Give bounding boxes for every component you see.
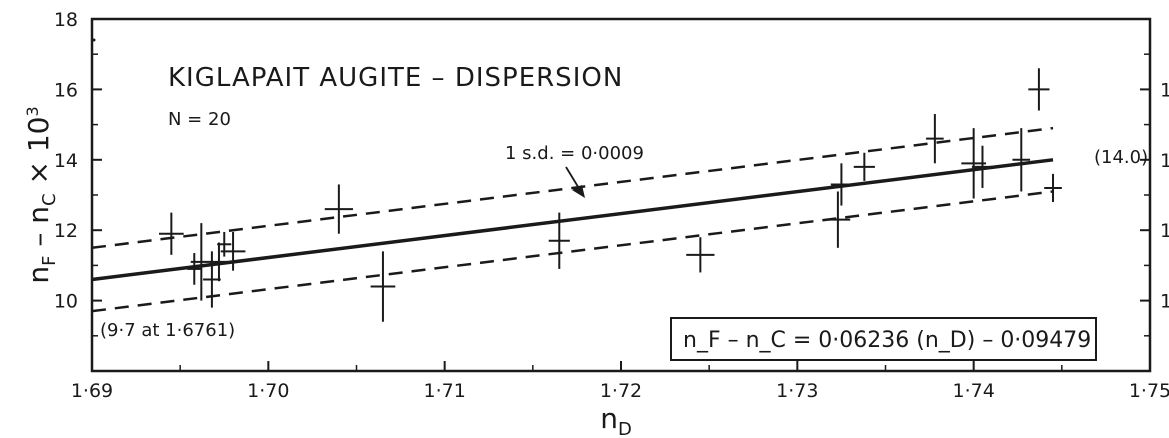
stray-dot [92,38,96,42]
data-point [926,114,944,164]
data-point [324,184,353,234]
data-point [190,223,212,301]
x-tick-label: 1·74 [953,380,995,402]
y-tick-label-right: 10 [1160,291,1169,313]
x-tick-label: 1·69 [71,380,113,402]
y-tick-label-left: 14 [54,150,78,172]
sd-arrow-head-icon [572,185,585,198]
y-tick-label-right: 12 [1160,220,1169,242]
data-point [825,191,851,248]
sd-arrow-line [565,166,581,191]
equation-box [670,317,1097,361]
data-points [159,68,1062,322]
x-tick-label: 1·71 [424,380,466,402]
y-tick-label-right: 16 [1160,79,1169,101]
y-tick-label-left: 12 [54,220,78,242]
y-axis-label: nF – nC × 103 [22,106,60,283]
data-point [203,251,221,308]
y-tick-label-left: 10 [54,291,78,313]
y-tick-label-right: 14 [1160,150,1169,172]
regression-end-label: (14.0) [1094,147,1148,168]
x-tick-label: 1·72 [600,380,642,402]
y-tick-label-left: 18 [54,9,78,31]
data-point [830,163,852,206]
data-point [217,231,232,257]
y-axis-ticks: 10 10 12 12 14 14 16 16 18 [54,9,1169,337]
data-point [220,231,246,271]
regression-line [91,158,1054,282]
data-point [853,152,875,181]
data-point [1028,68,1050,111]
x-tick-label: 1·75 [1129,380,1169,402]
chart-subtitle: N = 20 [168,109,231,130]
x-tick-label: 1·70 [247,380,289,402]
data-point [370,251,396,322]
data-point [210,242,228,282]
x-tick-label: 1·73 [776,380,818,402]
data-point [1012,128,1031,192]
data-point [971,145,994,188]
sd-band-upper [91,126,1054,250]
data-point [187,253,202,285]
y-tick-label-left: 16 [54,79,78,101]
equation-text: n_F – n_C = 0·06236 (n_D) – 0·09479 [683,328,1091,353]
data-point [548,212,570,269]
data-point [159,212,184,255]
x-axis-ticks: 1·69 1·70 1·71 1·72 1·73 1·74 1·75 [71,361,1169,402]
low-point-label: (9·7 at 1·6761) [100,320,235,341]
data-point [1044,173,1062,203]
data-point [686,237,715,273]
sd-band-lower [91,190,1054,313]
sd-label: 1 s.d. = 0·0009 [505,143,644,164]
chart-title: KIGLAPAIT AUGITE – DISPERSION [168,63,623,93]
x-axis-label: nD [600,402,632,438]
